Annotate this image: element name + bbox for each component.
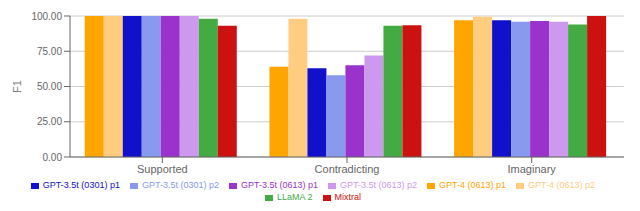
svg-text:50.00: 50.00 (37, 81, 62, 92)
svg-text:0.00: 0.00 (43, 152, 63, 163)
svg-text:Supported: Supported (137, 163, 188, 175)
html-text:Mixtral: Mixtral (334, 192, 361, 202)
html-text:GPT-3.5t (0301) p2: GPT-3.5t (0301) p2 (141, 180, 219, 190)
svg-text:75.00: 75.00 (37, 46, 62, 57)
html-text:GPT-4 (0613) p1: GPT-4 (0613) p1 (439, 180, 507, 190)
html-text:GPT-3.5t (0613) p2: GPT-3.5t (0613) p2 (340, 180, 417, 190)
html-text:LLaMA 2: LLaMA 2 (277, 192, 313, 202)
svg-text:25.00: 25.00 (37, 116, 62, 127)
svg-text:F1: F1 (11, 80, 23, 93)
html-text:GPT-4 (0613) p2: GPT-4 (0613) p2 (528, 180, 596, 190)
html-text:GPT-3.5t (0613) p1: GPT-3.5t (0613) p1 (241, 180, 318, 190)
svg-text:100.00: 100.00 (31, 11, 62, 22)
svg-text:Contradicting: Contradicting (315, 163, 380, 175)
html-text:GPT-3.5t (0301) p1: GPT-3.5t (0301) p1 (42, 180, 120, 190)
svg-text:Imaginary: Imaginary (508, 163, 557, 175)
